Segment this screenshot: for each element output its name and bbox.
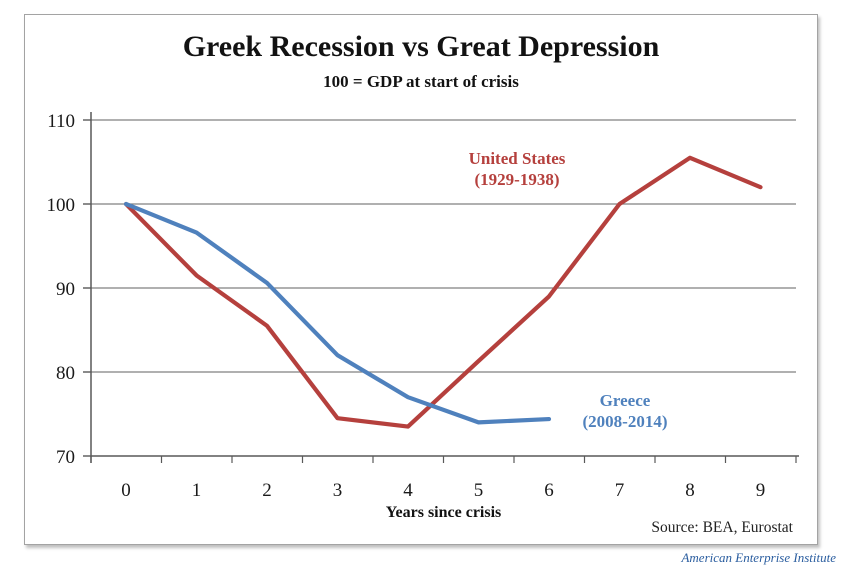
x-tick-label: 0: [121, 480, 131, 501]
x-axis-title: Years since crisis: [385, 504, 502, 521]
x-tick-label: 1: [192, 480, 202, 501]
greece-series-label: Greece (2008-2014): [583, 390, 668, 432]
us-series-label-name: United States: [468, 149, 566, 168]
greece-series-label-name: Greece: [599, 391, 651, 410]
us-series-label-years: (1929-1938): [474, 170, 560, 189]
y-tick-label: 110: [47, 111, 75, 132]
series-line-greece: [123, 201, 552, 425]
x-tick-label: 2: [262, 480, 272, 501]
y-tick-label: 100: [47, 195, 76, 216]
chart-container: 70 80 90 100 110 0 1 2 3 4 5 6 7 8 9 Greek Recession v…: [24, 14, 818, 545]
x-tick-label: 3: [333, 480, 343, 501]
x-tick-label: 8: [685, 480, 695, 501]
chart-title: Greek Recession vs Great Depression: [182, 30, 660, 63]
y-tick-label: 90: [56, 279, 75, 300]
us-series-label: United States (1929-1938): [469, 148, 566, 190]
chart-subtitle: 100 = GDP at start of crisis: [323, 72, 519, 91]
y-tick-label: 70: [56, 447, 75, 468]
series-line-us: [123, 155, 763, 429]
source-note: Source: BEA, Eurostat: [651, 519, 793, 536]
x-tick-label: 4: [403, 480, 413, 501]
greece-series-label-years: (2008-2014): [582, 412, 668, 431]
x-tick-label: 5: [474, 480, 484, 501]
y-tick-label: 80: [56, 363, 75, 384]
x-tick-label: 9: [756, 480, 766, 501]
plot-area: 70 80 90 100 110 0 1 2 3 4 5 6 7 8 9: [47, 111, 799, 501]
x-tick-label: 6: [544, 480, 554, 501]
x-tick-label: 7: [615, 480, 625, 501]
attribution: American Enterprise Institute: [681, 550, 836, 565]
